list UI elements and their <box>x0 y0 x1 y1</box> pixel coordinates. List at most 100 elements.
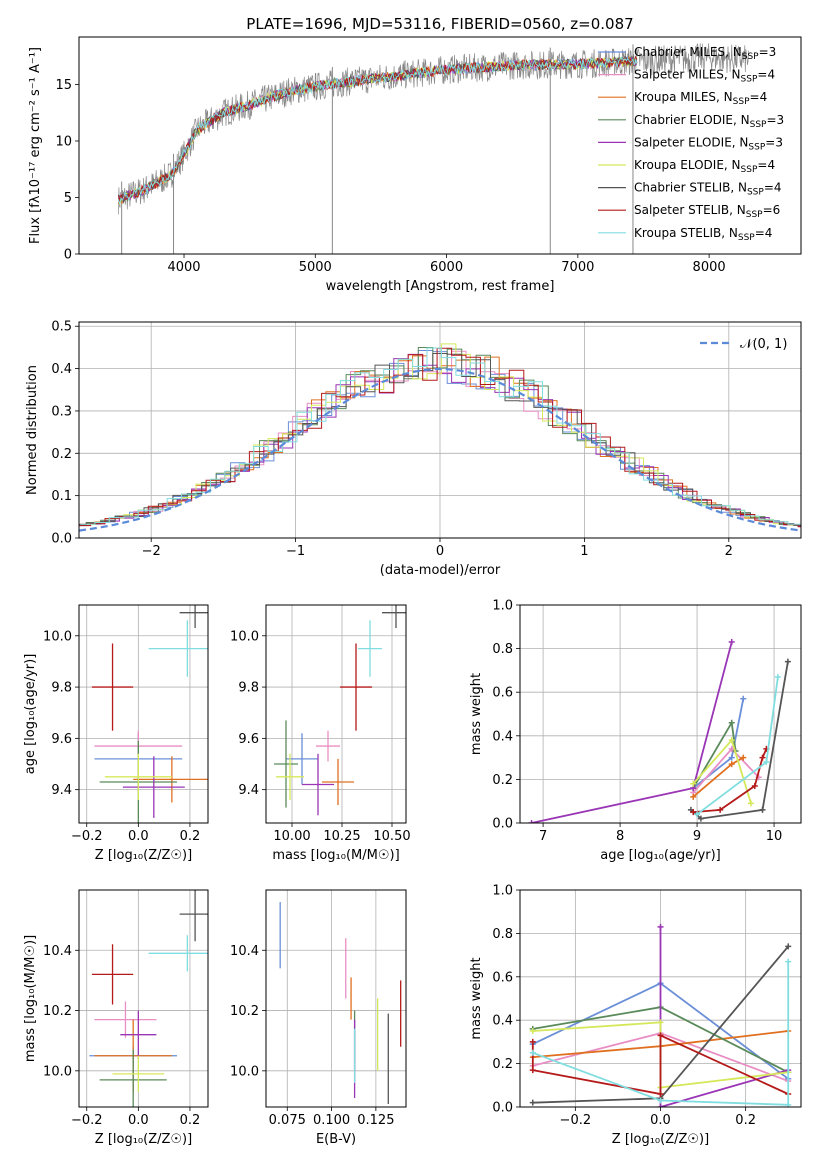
y-tick-label: 10.0 <box>43 629 72 644</box>
weight-marker <box>690 780 697 787</box>
legend-nssp-value: =4 <box>757 68 775 82</box>
weight-marker <box>747 800 754 807</box>
y-tick-label: 9.6 <box>238 732 259 747</box>
y-tick-label: 10.4 <box>230 944 259 959</box>
y-tick-label: 9.4 <box>238 783 259 798</box>
legend-entry: 𝒩(0, 1) <box>740 337 787 352</box>
age-vs-metallicity-panel: −0.2 0.0 0.2 9.4 9.6 9.8 10.0 Z [log₁₀(Z/Z☉)] ag… <box>23 604 209 863</box>
y-tick-label: 1.0 <box>492 884 513 899</box>
y-tick-label: 10.0 <box>43 1064 72 1079</box>
weight-marker <box>759 754 766 761</box>
x-tick-label: 6000 <box>430 260 463 275</box>
y-tick-label: 10.0 <box>230 629 259 644</box>
legend-nssp-value: =3 <box>759 45 777 59</box>
weight-marker <box>728 761 735 768</box>
weight-marker <box>728 754 735 761</box>
weight-marker <box>751 782 758 789</box>
x-tick-label: 10.50 <box>373 829 410 844</box>
legend-nssp-value: =4 <box>750 90 768 104</box>
weight-lines <box>528 639 791 823</box>
weight-marker <box>657 1097 664 1104</box>
legend-entry: Salpeter MILES, NSSP=4 <box>634 68 775 85</box>
x-tick-label: −0.2 <box>560 1113 592 1128</box>
weight-marker <box>740 754 747 761</box>
weight-marker <box>529 1099 536 1106</box>
weight-marker <box>529 1067 536 1074</box>
y-tick-label: 9.4 <box>51 783 72 798</box>
y-tick-label: 0.2 <box>492 1057 513 1072</box>
x-tick-label: 0.100 <box>313 1113 350 1128</box>
axes-frame <box>78 889 209 1108</box>
x-tick-label: 0 <box>436 544 444 559</box>
x-tick-label: 0.2 <box>735 1113 756 1128</box>
error-bars <box>89 890 208 1107</box>
legend-subscript: SSP <box>750 120 767 130</box>
x-tick-label: 10 <box>766 829 783 844</box>
x-tick-label: 0.0 <box>650 1113 671 1128</box>
x-tick-label: 0.075 <box>269 1113 306 1128</box>
y-tick-label: 10.4 <box>43 944 72 959</box>
weight-marker <box>657 923 664 930</box>
y-tick-label: 9.8 <box>238 681 259 696</box>
spectrum-lines <box>117 43 749 254</box>
weight-marker <box>728 639 735 646</box>
y-tick-label: 0.3 <box>51 404 72 419</box>
y-tick-label: 0.4 <box>51 362 72 377</box>
legend-entry: Chabrier ELODIE, NSSP=3 <box>634 113 784 130</box>
x-tick-label: 5000 <box>299 260 332 275</box>
legend-subscript: SSP <box>746 210 763 220</box>
legend-nssp-value: =3 <box>766 113 784 127</box>
y-tick-label: 0.4 <box>492 1014 513 1029</box>
x-tick-label: 0.2 <box>180 1113 201 1128</box>
legend-entry: Chabrier MILES, NSSP=3 <box>634 45 776 62</box>
y-tick-label: 0.2 <box>51 447 72 462</box>
weight-series-line <box>531 641 733 823</box>
legend-subscript: SSP <box>733 97 750 107</box>
legend-subscript: SSP <box>738 233 755 243</box>
y-tick-label: 0.4 <box>492 729 513 744</box>
mass-weight-vs-age-panel: 7 8 9 10 0.0 0.2 0.4 0.6 0.8 1.0 age [log₁₀(age/yr… <box>469 599 802 863</box>
x-tick-label: 10.00 <box>273 829 310 844</box>
x-tick-label: 2 <box>725 544 733 559</box>
y-tick-label: 9.6 <box>51 732 72 747</box>
y-tick-label: 0.0 <box>492 1101 513 1116</box>
weight-marker <box>529 1049 536 1056</box>
x-tick-label: 7 <box>539 829 547 844</box>
weight-marker <box>529 1038 536 1045</box>
error-bars <box>91 605 208 823</box>
y-tick-label: 0.1 <box>51 489 72 504</box>
weight-marker <box>657 1019 664 1026</box>
legend-nssp-value: =4 <box>757 158 775 172</box>
x-axis-label: mass [log₁₀(M/M☉)] <box>272 848 399 863</box>
weight-marker <box>784 658 791 665</box>
weight-marker <box>697 815 704 822</box>
weight-marker <box>657 1104 664 1107</box>
x-tick-label: −0.2 <box>71 829 103 844</box>
y-tick-label: 10.2 <box>230 1004 259 1019</box>
figure-title: PLATE=1696, MJD=53116, FIBERID=0560, z=0… <box>246 15 633 33</box>
residual-histogram-panel: −2 −1 0 1 2 0.0 0.1 0.2 0.3 0.4 0.5 (data-model)/er… <box>25 320 802 578</box>
weight-marker <box>717 806 724 813</box>
weight-marker <box>690 793 697 800</box>
x-tick-label: −2 <box>142 544 161 559</box>
mass-vs-metallicity-panel: −0.2 0.0 0.2 10.0 10.2 10.4 Z [log₁₀(Z/Z☉)] mas… <box>23 889 209 1147</box>
axes-frame <box>519 889 802 1108</box>
axes-frame <box>519 604 802 824</box>
x-tick-label: 1 <box>580 544 588 559</box>
y-tick-label: 0 <box>64 248 72 263</box>
axes-frame <box>265 604 407 824</box>
weight-marker <box>759 806 766 813</box>
weight-marker <box>657 1032 664 1039</box>
y-tick-label: 0.0 <box>492 817 513 832</box>
legend-subscript: SSP <box>742 52 759 62</box>
legend-subscript: SSP <box>748 142 765 152</box>
y-axis-label: mass weight <box>469 957 484 1039</box>
x-tick-label: 7000 <box>561 260 594 275</box>
x-tick-label: 4000 <box>167 260 200 275</box>
y-axis-label: Flux [fλ10⁻¹⁷ erg cm⁻² s⁻¹ A⁻¹] <box>28 47 43 244</box>
error-bars <box>274 605 406 816</box>
weight-marker <box>763 758 770 765</box>
weight-marker <box>728 719 735 726</box>
legend-subscript: SSP <box>741 165 758 175</box>
mass-vs-extinction-panel: 0.075 0.100 0.125 10.0 10.2 10.4 E(B-V) <box>230 889 407 1147</box>
